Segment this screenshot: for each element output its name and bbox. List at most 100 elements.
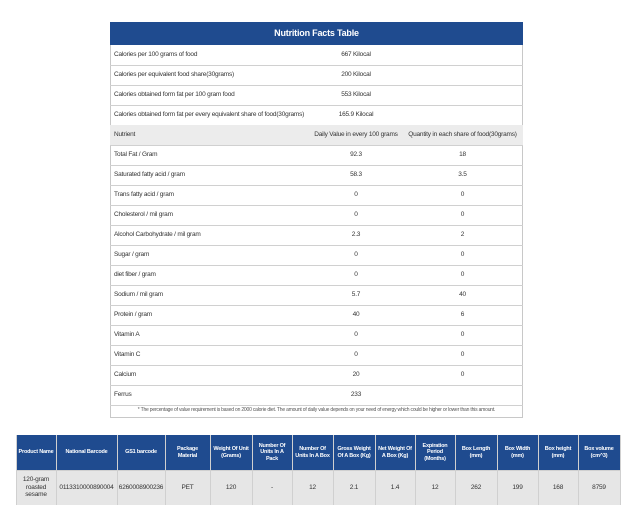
product-cell: 120	[210, 470, 252, 505]
nutrient-name: Alcohol Carbohydrate / mil gram	[114, 231, 201, 239]
product-cell: PET	[165, 470, 210, 505]
row-divider	[110, 265, 523, 266]
nutrient-name: diet fiber / gram	[114, 271, 156, 279]
header-bg	[110, 125, 523, 145]
product-cell: 0113310000890004	[56, 470, 117, 505]
nutrient-value: 18	[459, 151, 466, 159]
row-divider	[110, 65, 523, 66]
product-header: Box Length (mm)	[455, 435, 497, 470]
row-divider	[110, 225, 523, 226]
nutrient-name: Cholesterol / mil gram	[114, 211, 173, 219]
nutrient-name: Sodium / mil gram	[114, 291, 163, 299]
product-cell: 12	[415, 470, 455, 505]
nutrient-value: 0	[354, 351, 358, 359]
product-header: Weight Of Unit (Grams)	[210, 435, 252, 470]
product-header: Number Of Units In A Pack	[252, 435, 292, 470]
nutrient-value: 5.7	[351, 291, 361, 299]
calorie-value: 553 Kilocal	[341, 91, 371, 99]
row-divider	[110, 205, 523, 206]
row-divider	[110, 305, 523, 306]
nutrient-value: 40	[459, 291, 466, 299]
row-divider	[110, 285, 523, 286]
product-cell: 199	[497, 470, 538, 505]
nutrient-value: 58.3	[350, 171, 362, 179]
product-cell: 6260008900236	[117, 470, 165, 505]
footnote: * The percentage of value requirement is…	[137, 407, 496, 414]
nutrient-value: 3.5	[458, 171, 467, 179]
product-cell: 262	[455, 470, 497, 505]
nutrient-name: Protein / gram	[114, 311, 153, 319]
nutrient-value: 2	[460, 231, 465, 239]
product-header: Number Of Units In A Box	[292, 435, 333, 470]
nutrient-name: Calcium	[114, 371, 137, 379]
nutrient-value: 0	[354, 251, 358, 259]
nutrient-value: 40	[352, 311, 360, 319]
product-cell: 120-gram roasted sesame	[16, 470, 56, 505]
row-divider	[110, 185, 523, 186]
column-header: Nutrient	[114, 131, 136, 139]
nutrient-value: 0	[460, 271, 465, 279]
product-cell: 1.4	[375, 470, 415, 505]
row-divider	[110, 145, 523, 146]
product-header: Product Name	[16, 435, 56, 470]
calorie-value: 667 Kilocal	[341, 51, 371, 59]
row-divider	[110, 105, 523, 106]
nutrient-value: 0	[460, 211, 465, 219]
nutrient-value: 0	[460, 351, 465, 359]
calorie-label: Calories per equivalent food share(30gra…	[114, 71, 235, 79]
nutrient-value: 0	[460, 191, 465, 199]
nutrient-value: 0	[354, 271, 358, 279]
row-divider	[110, 405, 523, 406]
row-divider	[110, 165, 523, 166]
nutrient-name: Vitamin A	[114, 331, 140, 339]
product-cell: -	[252, 470, 292, 505]
nutrient-value: 0	[354, 331, 358, 339]
nutrient-value: 6	[460, 311, 465, 319]
calorie-label: Calories obtained form fat per every equ…	[114, 111, 305, 119]
calorie-value: 165.9 Kilocal	[338, 111, 374, 119]
product-header: Gross Weight Of A Box (Kg)	[333, 435, 375, 470]
product-cell: 8759	[578, 470, 620, 505]
product-cell: 168	[538, 470, 578, 505]
row-divider	[110, 365, 523, 366]
nutrient-name: Ferrus	[114, 391, 132, 399]
product-header: Box volume (cm^3)	[578, 435, 620, 470]
nutrient-value: 0	[354, 211, 358, 219]
product-cell: 12	[292, 470, 333, 505]
nutrient-value: 20	[352, 371, 360, 379]
product-header: Package Material	[165, 435, 210, 470]
column-divider	[620, 435, 621, 505]
nutrient-name: Sugar / gram	[114, 251, 150, 259]
product-header: National Barcode	[56, 435, 117, 470]
nutrient-value: 0	[460, 331, 465, 339]
product-cell: 2.1	[333, 470, 375, 505]
row-divider	[110, 245, 523, 246]
nutrient-value	[402, 385, 523, 405]
row-divider	[110, 345, 523, 346]
calorie-label: Calories per 100 grams of food	[114, 51, 198, 59]
nutrient-name: Vitamin C	[114, 351, 141, 359]
calorie-label: Calories obtained form fat per 100 gram …	[114, 91, 235, 99]
product-header: Expiration Period (Months)	[415, 435, 455, 470]
nutrient-value: 0	[460, 251, 465, 259]
row-divider	[16, 470, 620, 471]
nutrient-name: Saturated fatty acid / gram	[114, 171, 185, 179]
row-divider	[110, 85, 523, 86]
product-header: GS1 barcode	[117, 435, 165, 470]
calorie-value: 200 Kilocal	[341, 71, 371, 79]
row-divider	[110, 385, 523, 386]
nutrient-value: 92.3	[350, 151, 362, 159]
column-header: Daily Value in every 100 grams	[314, 131, 398, 139]
nutrient-value: 2.3	[351, 231, 361, 239]
nutrient-value: 233	[350, 391, 362, 399]
nutrient-name: Trans fatty acid / gram	[114, 191, 174, 199]
column-header: Quantity in each share of food(30grams)	[408, 131, 517, 139]
nutrient-value: 0	[460, 371, 465, 379]
row-divider	[110, 325, 523, 326]
product-header: Net Weight Of A Box (Kg)	[375, 435, 415, 470]
nutrient-name: Total Fat / Gram	[114, 151, 158, 159]
product-header: Box Width (mm)	[497, 435, 538, 470]
product-header: Box height (mm)	[538, 435, 578, 470]
nutrition-title: Nutrition Facts Table	[110, 22, 523, 45]
